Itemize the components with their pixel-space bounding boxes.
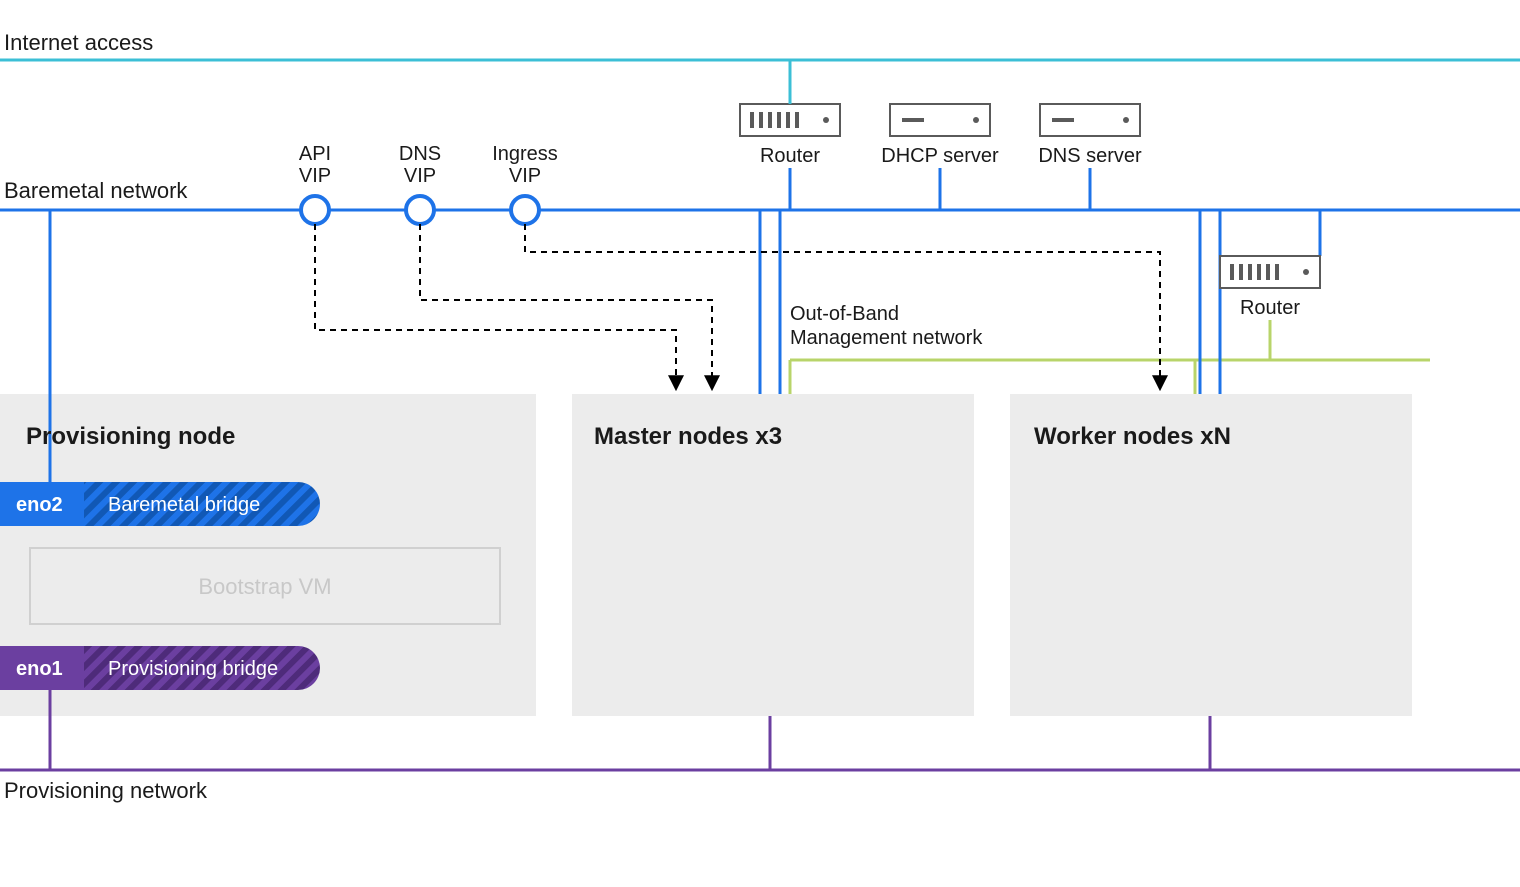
dns-vip-node [406, 196, 434, 224]
svg-text:Router: Router [1240, 297, 1300, 319]
svg-text:Baremetal network: Baremetal network [4, 178, 188, 203]
svg-text:Ingress: Ingress [492, 143, 558, 165]
svg-text:Provisioning network: Provisioning network [4, 778, 208, 803]
vip-arrow-api [315, 224, 676, 388]
svg-text:Master nodes x3: Master nodes x3 [594, 423, 782, 450]
svg-text:VIP: VIP [299, 165, 331, 187]
api-vip-node [301, 196, 329, 224]
ingress-vip-node [511, 196, 539, 224]
eno2-bridge: eno2 Baremetal bridge [0, 482, 320, 526]
svg-text:eno1: eno1 [16, 658, 63, 680]
svg-text:Bootstrap VM: Bootstrap VM [198, 574, 331, 599]
svg-text:DHCP server: DHCP server [881, 145, 999, 167]
dhcp-icon: DHCP server [881, 104, 999, 210]
svg-text:eno2: eno2 [16, 494, 63, 516]
network-diagram: Internet access Baremetal network Provisio… [0, 0, 1520, 887]
svg-text:Worker nodes xN: Worker nodes xN [1034, 423, 1231, 450]
svg-text:VIP: VIP [509, 165, 541, 187]
svg-text:Management network: Management network [790, 327, 983, 349]
svg-text:Router: Router [760, 145, 820, 167]
svg-text:API: API [299, 143, 331, 165]
svg-text:DNS: DNS [399, 143, 441, 165]
svg-text:DNS server: DNS server [1038, 145, 1142, 167]
svg-text:Internet access: Internet access [4, 30, 153, 55]
svg-text:Baremetal bridge: Baremetal bridge [108, 494, 260, 516]
svg-text:Provisioning node: Provisioning node [26, 423, 235, 450]
router1-icon: Router [740, 60, 840, 210]
dns-icon: DNS server [1038, 104, 1142, 210]
svg-text:Out-of-Band: Out-of-Band [790, 303, 899, 325]
svg-text:Provisioning bridge: Provisioning bridge [108, 658, 278, 680]
svg-text:VIP: VIP [404, 165, 436, 187]
router2-icon: Router [1220, 256, 1430, 360]
eno1-bridge: eno1 Provisioning bridge [0, 646, 320, 690]
vip-arrow-dns [420, 224, 712, 388]
